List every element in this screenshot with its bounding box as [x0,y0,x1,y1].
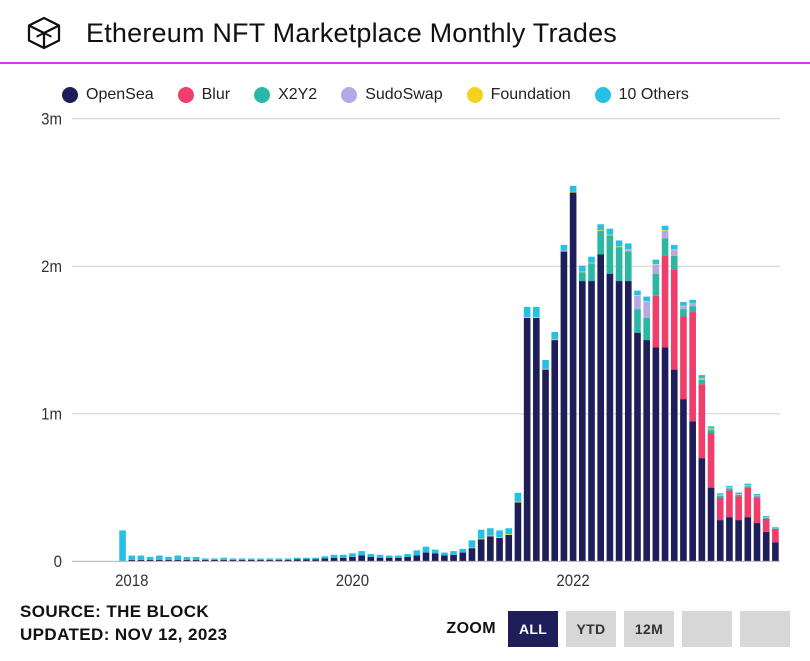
legend-swatch [595,87,611,103]
legend-label: OpenSea [86,86,154,104]
legend-label: X2Y2 [278,86,317,104]
logo-icon [20,14,68,52]
legend-swatch [467,87,483,103]
header: Ethereum NFT Marketplace Monthly Trades [0,0,810,64]
chart-title: Ethereum NFT Marketplace Monthly Trades [86,18,617,49]
legend-label: 10 Others [619,86,689,104]
legend-item[interactable]: OpenSea [62,86,154,104]
legend: OpenSea Blur X2Y2 SudoSwap Foundation 10 Othe… [0,64,810,112]
stacked-bar-chart: 0 1m 2m 3m 2018 2020 2022 [20,112,790,595]
svg-text:2018: 2018 [115,572,148,590]
svg-text:2m: 2m [41,258,62,276]
zoom-all-button[interactable]: ALL [508,611,558,647]
legend-item[interactable]: Blur [178,86,230,104]
zoom-blank-button[interactable] [740,611,790,647]
chart-card: Ethereum NFT Marketplace Monthly Trades … [0,0,810,661]
svg-text:2022: 2022 [556,572,589,590]
zoom-label: ZOOM [446,620,496,638]
legend-item[interactable]: SudoSwap [341,86,442,104]
zoom-12m-button[interactable]: 12M [624,611,674,647]
legend-label: Foundation [491,86,571,104]
meta-block: SOURCE: THE BLOCK UPDATED: NOV 12, 2023 [20,601,227,647]
svg-text:3m: 3m [41,112,62,129]
svg-text:2020: 2020 [336,572,369,590]
zoom-ytd-button[interactable]: YTD [566,611,616,647]
legend-item[interactable]: X2Y2 [254,86,317,104]
legend-swatch [341,87,357,103]
updated-value: NOV 12, 2023 [115,625,228,644]
updated-label: UPDATED: [20,625,110,644]
svg-text:1m: 1m [41,406,62,424]
legend-swatch [254,87,270,103]
source-label: SOURCE: [20,602,101,621]
legend-swatch [62,87,78,103]
zoom-controls: ZOOM ALLYTD12M [446,611,790,647]
footer: SOURCE: THE BLOCK UPDATED: NOV 12, 2023 … [0,595,810,661]
legend-item[interactable]: Foundation [467,86,571,104]
chart-area: 0 1m 2m 3m 2018 2020 2022 [0,112,810,595]
legend-item[interactable]: 10 Others [595,86,689,104]
svg-text:0: 0 [54,553,62,571]
legend-label: Blur [202,86,230,104]
legend-label: SudoSwap [365,86,442,104]
zoom-blank-button[interactable] [682,611,732,647]
source-value: THE BLOCK [106,602,209,621]
legend-swatch [178,87,194,103]
